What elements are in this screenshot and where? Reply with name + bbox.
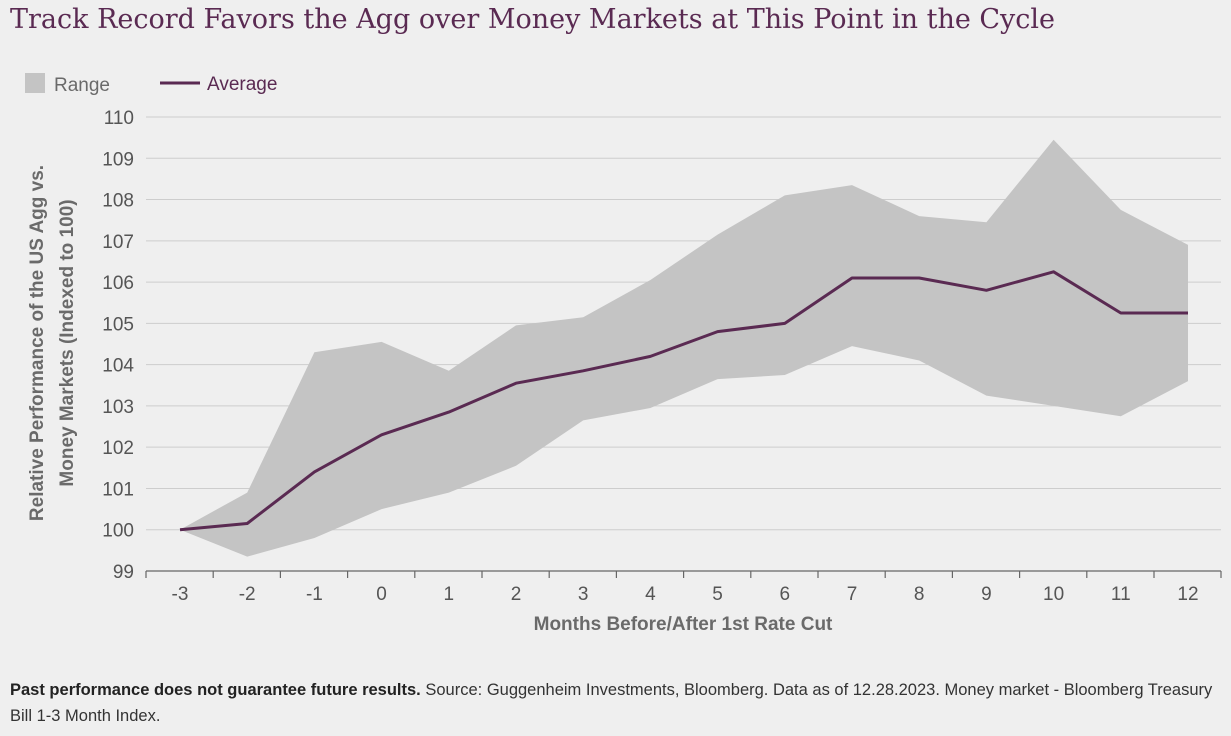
x-tick-label-4: 4 bbox=[645, 584, 656, 605]
y-tick-label-106: 106 bbox=[102, 273, 134, 294]
x-axis-title: Months Before/After 1st Rate Cut bbox=[534, 614, 833, 635]
legend-range-label: Range bbox=[54, 75, 110, 96]
x-axis bbox=[145, 570, 1222, 578]
y-tick-label-100: 100 bbox=[102, 521, 134, 542]
x-tick-label--2: -2 bbox=[239, 584, 256, 605]
y-tick-label-102: 102 bbox=[102, 438, 134, 459]
footnote-disclaimer: Past performance does not guarantee futu… bbox=[10, 681, 421, 699]
x-axis-ticks: -3 -2 -1 0 1 2 3 4 5 6 7 8 9 10 11 12 bbox=[172, 584, 1199, 605]
x-tick-label-7: 7 bbox=[847, 584, 858, 605]
legend-average-label: Average bbox=[207, 74, 277, 95]
x-tick-label--3: -3 bbox=[172, 584, 189, 605]
x-tick-label-2: 2 bbox=[511, 584, 522, 605]
y-tick-label-108: 108 bbox=[102, 191, 134, 212]
x-tick-label-9: 9 bbox=[981, 584, 992, 605]
legend: Range Average bbox=[25, 73, 277, 96]
y-tick-label-107: 107 bbox=[102, 232, 134, 253]
x-tick-label-12: 12 bbox=[1177, 584, 1198, 605]
y-tick-label-104: 104 bbox=[102, 356, 134, 377]
y-tick-label-109: 109 bbox=[102, 149, 134, 170]
x-tick-label-3: 3 bbox=[578, 584, 589, 605]
y-axis-ticks: 99 100 101 102 103 104 105 106 107 108 109 110 bbox=[102, 108, 134, 583]
range-band-layer bbox=[180, 139, 1188, 557]
y-tick-label-103: 103 bbox=[102, 397, 134, 418]
x-tick-label--1: -1 bbox=[306, 584, 323, 605]
chart-title: Track Record Favors the Agg over Money M… bbox=[10, 4, 1056, 35]
x-tick-label-6: 6 bbox=[780, 584, 791, 605]
x-tick-label-10: 10 bbox=[1043, 584, 1064, 605]
average-line bbox=[179, 270, 1188, 532]
x-tick-label-0: 0 bbox=[376, 584, 387, 605]
legend-range-swatch bbox=[25, 73, 45, 93]
x-tick-label-8: 8 bbox=[914, 584, 925, 605]
footnote-source: Source: Guggenheim Investments, Bloomber… bbox=[10, 681, 1213, 725]
y-axis-title-line-1: Relative Performance of the US Agg vs. bbox=[27, 165, 48, 521]
x-tick-label-11: 11 bbox=[1111, 584, 1131, 605]
y-tick-label-101: 101 bbox=[102, 479, 134, 500]
y-axis-title-line-2: Money Markets (Indexed to 100) bbox=[57, 199, 78, 486]
footnote: Past performance does not guarantee futu… bbox=[10, 677, 1215, 729]
range-band bbox=[180, 139, 1188, 557]
x-tick-label-1: 1 bbox=[444, 584, 455, 605]
x-tick-label-5: 5 bbox=[712, 584, 723, 605]
y-tick-label-99: 99 bbox=[113, 562, 134, 583]
chart: Range Average 99100101102103104105106107… bbox=[25, 73, 1222, 635]
average-line-layer bbox=[179, 270, 1188, 532]
y-tick-label-105: 105 bbox=[102, 314, 134, 335]
y-tick-label-110: 110 bbox=[104, 108, 134, 129]
